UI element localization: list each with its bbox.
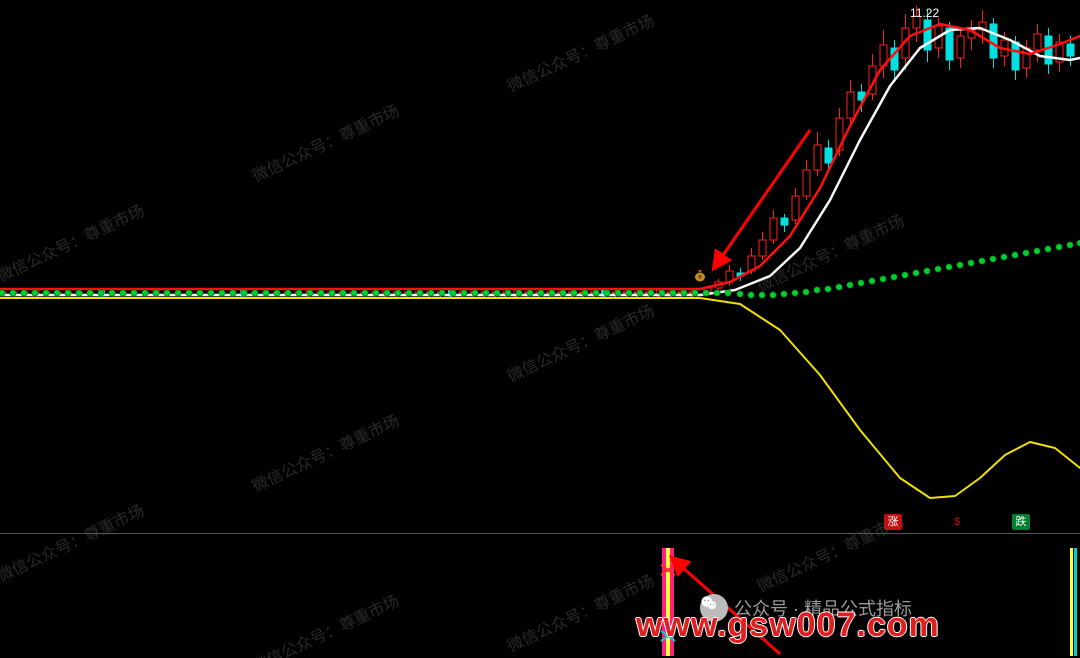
chart-stage: { "canvas": {"w":1080,"h":658,"bg":"#000… xyxy=(0,0,1080,658)
buy-signal-icon: ¥ xyxy=(693,268,707,282)
annotation-arrows xyxy=(0,0,1080,658)
watermark-url: www.gsw007.com xyxy=(636,606,940,645)
